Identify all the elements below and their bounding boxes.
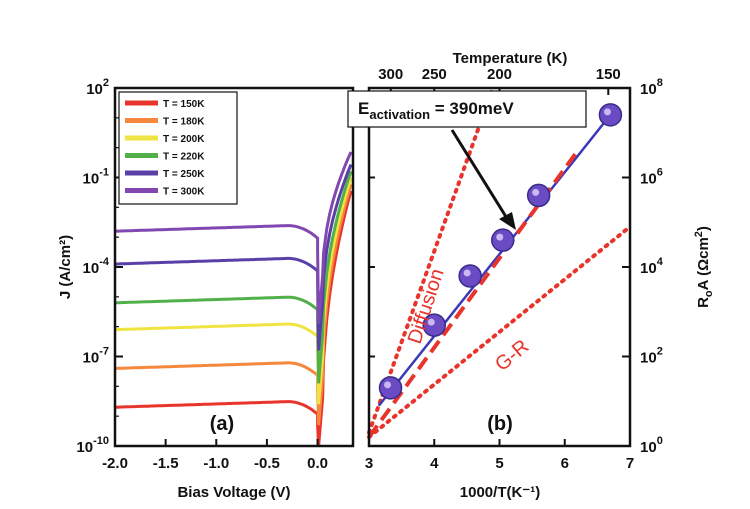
a-y-tick-label: 10-4 [83, 256, 110, 277]
a-y-tick-label: 10-10 [76, 435, 109, 456]
a-legend-label: T = 200K [163, 134, 205, 145]
a-y-tick-label: 10-7 [83, 346, 109, 367]
data-point-highlight [496, 233, 504, 241]
gr-line [367, 224, 632, 440]
a-curve-150k [115, 190, 353, 447]
activation-label: Eactivation = 390meV [358, 99, 514, 122]
a-y-ticks: 102 10-1 10-4 10-7 10-10 [76, 77, 123, 456]
b-y-tick-label: 106 [640, 167, 663, 188]
b-x-tick-label: 4 [430, 455, 439, 472]
b-x-tick-label: 7 [626, 455, 634, 472]
diffusion-line [367, 86, 495, 435]
data-point [378, 376, 403, 400]
a-legend-label: T = 300K [163, 187, 205, 198]
b-y-tick-label: 108 [640, 77, 663, 98]
a-x-axis-label: Bias Voltage (V) [177, 484, 290, 501]
data-point-highlight [532, 188, 540, 196]
data-point-highlight [603, 108, 611, 116]
data-point [526, 183, 551, 208]
diffusion-label: Diffusion [404, 266, 449, 346]
activation-callout: Eactivation = 390meV [347, 90, 587, 230]
b-points [378, 103, 623, 400]
b-top-axis-label: Temperature (K) [453, 50, 568, 67]
b-top-ticks: 300 250 200 150 [378, 66, 621, 95]
a-y-axis-label: J (A/cm²) [57, 235, 74, 299]
b-top-tick-label: 250 [422, 66, 447, 83]
activation-arrowhead [499, 212, 516, 230]
a-x-tick-label: -0.5 [254, 455, 280, 472]
a-legend-box [118, 91, 238, 205]
b-lines [367, 86, 632, 440]
a-legend-label: T = 220K [163, 152, 205, 163]
a-legend-label: T = 150K [163, 99, 205, 110]
b-x-tick-label: 3 [365, 455, 373, 472]
b-y-tick-label: 102 [640, 346, 663, 367]
b-top-tick-label: 200 [487, 66, 512, 83]
a-panel-label: (a) [210, 413, 234, 435]
b-x-ticks: 3 4 5 6 7 [365, 439, 634, 472]
b-top-tick-label: 300 [378, 66, 403, 83]
a-curve-300k [114, 151, 353, 324]
b-y-tick-label: 100 [640, 435, 663, 456]
a-legend: T = 150K T = 180K T = 200K T = 220K T = 250K… [118, 91, 238, 205]
a-legend-label: T = 250K [163, 169, 205, 180]
a-curve-220k [114, 170, 353, 384]
b-top-tick-label: 150 [596, 66, 621, 83]
b-y-ticks: 100 102 104 106 108 [369, 77, 664, 456]
panel-a: -2.0 -1.5 -1.0 -0.5 0.0 102 10-1 10-4 10-7 10-10… [57, 77, 355, 501]
a-x-tick-label: -2.0 [102, 455, 128, 472]
b-x-axis-label: 1000/T(K⁻¹) [460, 484, 540, 501]
a-curves [114, 151, 353, 447]
data-point [458, 264, 482, 288]
data-point-highlight [427, 318, 435, 326]
a-y-tick-label: 102 [86, 77, 109, 98]
data-point [491, 228, 515, 252]
data-point-highlight [384, 381, 392, 389]
data-point [598, 103, 623, 127]
activation-arrow [450, 129, 510, 221]
a-x-ticks: -2.0 -1.5 -1.0 -0.5 0.0 [102, 439, 328, 472]
a-x-tick-label: 0.0 [307, 455, 328, 472]
data-point-highlight [463, 269, 471, 277]
b-plot-frame [367, 86, 632, 448]
b-x-tick-label: 6 [561, 455, 569, 472]
data-point [422, 313, 446, 337]
fit-line [377, 114, 612, 407]
gr-label: G-R [491, 335, 533, 375]
a-y-tick-label: 10-1 [83, 167, 109, 188]
b-y-tick-label: 104 [640, 256, 664, 277]
b-y-axis-label: RoA (Ωcm2) [693, 226, 715, 308]
a-curve-200k [115, 177, 353, 405]
a-x-tick-label: -1.0 [203, 455, 229, 472]
activation-box [347, 90, 587, 128]
a-legend-label: T = 180K [163, 117, 205, 128]
b-x-tick-label: 5 [495, 455, 503, 472]
a-curve-250k [115, 163, 353, 351]
a-curve-180k [115, 183, 353, 426]
panel-b: 3 4 5 6 7 300 250 200 150 100 102 104 106 108 Tempe… [347, 50, 715, 501]
b-panel-label: (b) [487, 413, 513, 435]
a-x-tick-label: -1.5 [153, 455, 179, 472]
